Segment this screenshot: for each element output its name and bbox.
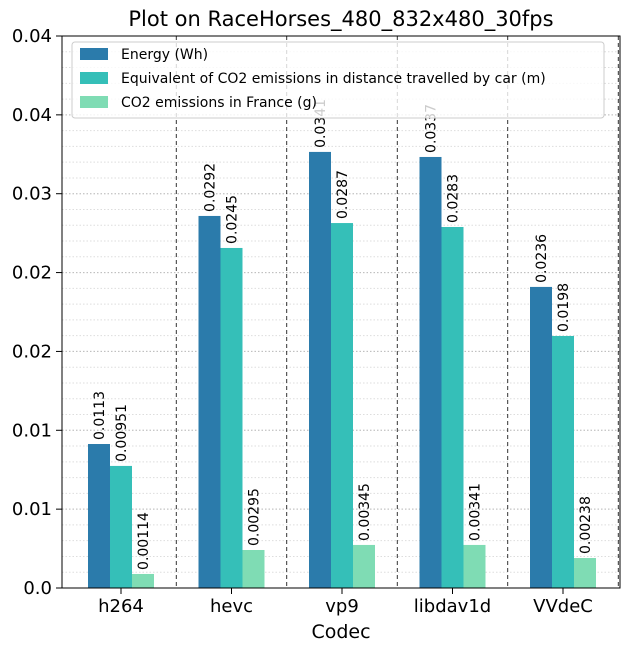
bar <box>419 156 442 588</box>
bar <box>309 151 331 589</box>
y-tick-label: 0.03 <box>12 184 52 205</box>
x-axis-label: Codec <box>311 621 370 643</box>
bar <box>88 444 110 588</box>
bar <box>220 247 243 588</box>
bar-annotation: 0.00341 <box>468 483 484 541</box>
legend-swatch <box>80 72 108 84</box>
bar-annotation: 0.00345 <box>357 483 373 541</box>
bar <box>242 549 265 588</box>
bar <box>353 544 375 588</box>
plot-frame <box>61 35 621 589</box>
bar-annotation: 0.00295 <box>247 488 263 546</box>
bar-annotation: 0.0236 <box>534 234 550 283</box>
bar <box>574 558 596 588</box>
bar-annotation: 0.0198 <box>556 283 572 332</box>
x-tick-label: libdav1d <box>414 596 491 617</box>
bar <box>441 226 464 588</box>
bar-annotation: 0.0245 <box>225 195 241 244</box>
legend-swatch <box>80 96 108 108</box>
bar-annotation: 0.0283 <box>446 174 462 223</box>
legend-label: CO2 emissions in France (g) <box>121 95 317 111</box>
x-tick-label: VVdeC <box>533 596 593 617</box>
x-tick-label: vp9 <box>325 596 359 617</box>
bar-annotation: 0.0113 <box>92 391 108 440</box>
y-tick-label: 0.04 <box>12 26 52 47</box>
bar-annotation: 0.00114 <box>136 512 152 570</box>
bar-annotation: 0.0287 <box>335 170 351 219</box>
bar-annotation: 0.00238 <box>578 496 594 554</box>
bar <box>132 573 154 588</box>
legend-label: Equivalent of CO2 emissions in distance … <box>121 71 546 87</box>
y-tick-label: 0.02 <box>12 263 52 284</box>
legend-box <box>71 41 605 119</box>
legend-label: Energy (Wh) <box>121 47 208 63</box>
y-tick-label: 0.0 <box>23 578 52 599</box>
bar <box>552 335 574 588</box>
chart-title: Plot on RaceHorses_480_832x480_30fps <box>128 7 553 32</box>
bar <box>530 286 552 588</box>
bar <box>198 215 221 588</box>
bar-annotation: 0.0292 <box>203 163 219 212</box>
legend-swatch <box>80 48 108 60</box>
bar <box>463 544 486 588</box>
bar <box>331 223 353 589</box>
x-tick-label: h264 <box>98 596 144 617</box>
y-tick-label: 0.01 <box>12 499 52 520</box>
x-tick-label: hevc <box>210 596 253 617</box>
y-tick-label: 0.02 <box>12 341 52 362</box>
bar <box>110 465 132 588</box>
y-tick-label: 0.04 <box>12 105 52 126</box>
y-tick-label: 0.01 <box>12 420 52 441</box>
bar-annotation: 0.00951 <box>114 404 130 462</box>
